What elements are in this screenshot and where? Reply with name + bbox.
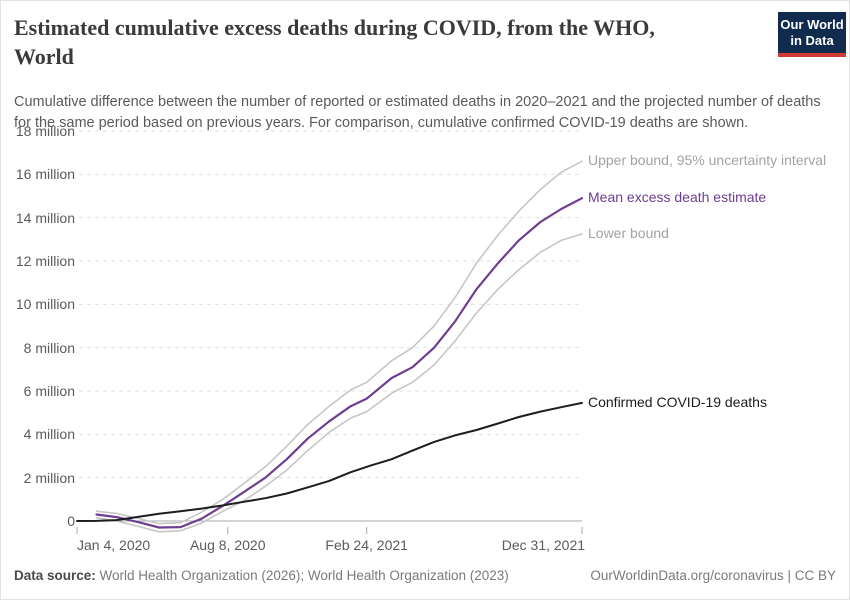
- series-line-1[interactable]: [95, 197, 584, 529]
- x-axis-label: Dec 31, 2021: [501, 537, 586, 553]
- x-axis-label: Aug 8, 2020: [189, 537, 266, 553]
- series-end-label-3: Confirmed COVID-19 deaths: [588, 393, 767, 410]
- chart-subtitle: Cumulative difference between the number…: [14, 94, 821, 131]
- x-axis-label: Feb 24, 2021: [325, 537, 408, 553]
- chart-title: Estimated cumulative excess deaths durin…: [14, 13, 759, 71]
- series-lines-group: [76, 160, 584, 533]
- y-axis-label: 8 million: [23, 339, 75, 356]
- y-axis-label: 12 million: [15, 252, 75, 269]
- footer-source-text: World Health Organization (2026); World …: [95, 568, 509, 583]
- series-end-label-1: Mean excess death estimate: [588, 189, 767, 206]
- owid-logo-line2: in Data: [790, 33, 834, 48]
- owid-logo-line1: Our World: [780, 17, 844, 32]
- footer-source: Data source: World Health Organization (…: [14, 568, 509, 583]
- y-axis-label: 2 million: [23, 469, 75, 486]
- series-line-0[interactable]: [95, 160, 583, 525]
- owid-logo[interactable]: Our World in Data: [778, 12, 846, 57]
- y-axis-label: 4 million: [23, 426, 75, 443]
- y-axis-label: 18 million: [15, 122, 75, 139]
- series-line-2[interactable]: [95, 233, 583, 533]
- series-line-3[interactable]: [76, 401, 583, 522]
- footer-source-label: Data source:: [14, 568, 96, 583]
- y-axis-label: 14 million: [15, 209, 75, 226]
- axis-ticks-group: [76, 527, 583, 534]
- chart-title-line2: World: [14, 44, 74, 69]
- y-axis-label: 10 million: [15, 296, 75, 313]
- y-axis-label: 6 million: [23, 382, 75, 399]
- gridlines-group: [77, 130, 583, 522]
- y-axis-label: 0: [67, 513, 75, 529]
- x-axis-label: Jan 4, 2020: [77, 537, 151, 553]
- series-end-label-0: Upper bound, 95% uncertainty interval: [588, 152, 827, 169]
- chart-title-line1: Estimated cumulative excess deaths durin…: [14, 15, 655, 40]
- series-end-label-2: Lower bound: [588, 224, 669, 241]
- footer-link[interactable]: OurWorldinData.org/coronavirus | CC BY: [590, 568, 836, 583]
- y-axis-label: 16 million: [15, 166, 75, 183]
